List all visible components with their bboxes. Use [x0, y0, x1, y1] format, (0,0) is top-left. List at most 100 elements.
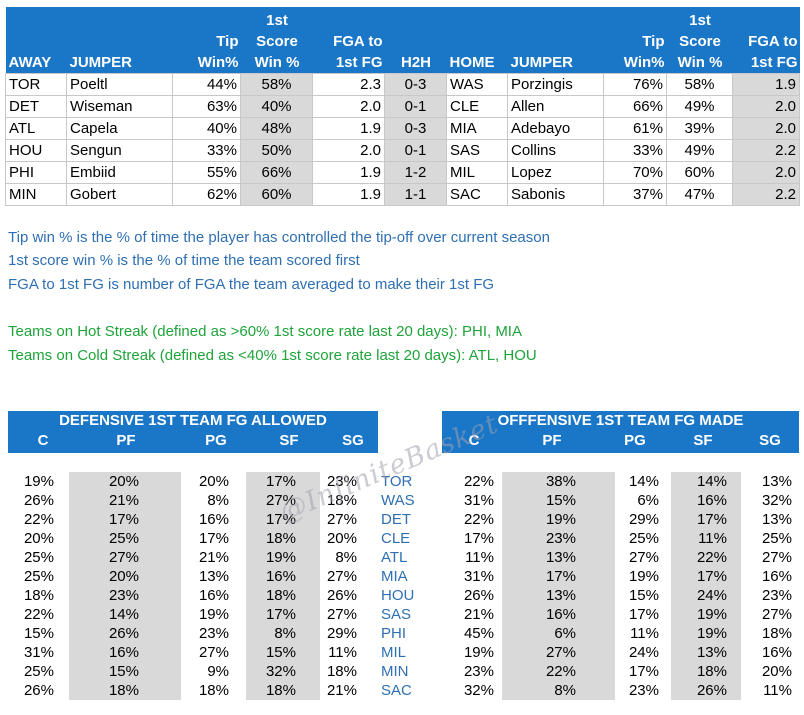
note-tip-win: Tip win % is the % of time the player ha… — [8, 229, 550, 246]
defense-cell-pg: 17% — [198, 530, 229, 547]
offense-cell-c: 31% — [463, 568, 494, 585]
defense-cell-sg: 29% — [326, 625, 357, 642]
offense-col-sf: SF — [693, 432, 713, 449]
defense-cell-pg: 16% — [198, 511, 229, 528]
offense-cell-sf: 26% — [696, 682, 727, 699]
defense-col-sg: SG — [342, 432, 364, 449]
offense-cell-sg: 13% — [761, 473, 792, 490]
matchup-row: MIN Gobert 62% 60% 1.9 1-1 SAC Sabonis 37% 47% 2.2 — [5, 183, 800, 206]
cell-home-fga: 2.0 — [732, 161, 800, 184]
cell-away-jumper: Wiseman — [66, 95, 173, 118]
offense-cell-pf: 38% — [545, 473, 576, 490]
cell-away-jumper: Capela — [66, 117, 173, 140]
defense-row: 25% 15% 9% 32% 18% — [0, 662, 380, 681]
matchup-row: ATL Capela 40% 48% 1.9 0-3 MIA Adebayo 61% 39% 2.0 — [5, 117, 800, 140]
defense-cell-pg: 27% — [198, 644, 229, 661]
offense-cell-sf: 17% — [696, 511, 727, 528]
defense-cell-sf: 15% — [265, 644, 296, 661]
cell-home-tip: 33% — [603, 139, 667, 162]
cell-h2h: 0-1 — [384, 139, 447, 162]
cell-away-score: 58% — [240, 73, 313, 96]
defense-cell-pf: 20% — [108, 568, 139, 585]
defense-cell-sg: 27% — [326, 606, 357, 623]
team-label: HOU — [381, 587, 415, 604]
defense-cell-sf: 8% — [274, 625, 296, 642]
cell-away-tip: 44% — [172, 73, 241, 96]
cell-home-tip: 66% — [603, 95, 667, 118]
offense-table: 22% 38% 14% 14% 13% 31% 15% 6% 16% 32% 22% 19% 29% 17… — [440, 472, 804, 700]
team-label: MIA — [381, 568, 408, 585]
offense-cell-c: 26% — [463, 587, 494, 604]
offense-cell-pg: 19% — [628, 568, 659, 585]
team-label: DET — [381, 511, 411, 528]
defense-cell-pf: 21% — [108, 492, 139, 509]
offense-cell-c: 22% — [463, 473, 494, 490]
defense-row: 26% 18% 18% 18% 21% — [0, 681, 380, 700]
defense-cell-sf: 17% — [265, 473, 296, 490]
defense-row: 25% 20% 13% 16% 27% — [0, 567, 380, 586]
cell-home-jumper: Lopez — [507, 161, 604, 184]
cell-away-tip: 62% — [172, 183, 241, 206]
defense-cell-c: 25% — [23, 568, 54, 585]
offense-row: 26% 13% 15% 24% 23% — [440, 586, 804, 605]
cell-away: MIN — [5, 183, 67, 206]
defense-pf-shade — [69, 472, 181, 700]
offense-cell-sg: 27% — [761, 606, 792, 623]
defense-cell-pf: 26% — [108, 625, 139, 642]
offense-cell-c: 31% — [463, 492, 494, 509]
offense-cell-pg: 29% — [628, 511, 659, 528]
cell-away-score: 40% — [240, 95, 313, 118]
offense-cell-c: 32% — [463, 682, 494, 699]
offense-cell-pg: 27% — [628, 549, 659, 566]
defense-row: 31% 16% 27% 15% 11% — [0, 643, 380, 662]
cell-home: SAS — [446, 139, 508, 162]
offense-col-pg: PG — [624, 432, 646, 449]
defense-cell-pf: 14% — [108, 606, 139, 623]
cell-home-tip: 61% — [603, 117, 667, 140]
offense-cell-sg: 16% — [761, 568, 792, 585]
offense-cell-pg: 24% — [628, 644, 659, 661]
offense-cell-c: 21% — [463, 606, 494, 623]
offense-sf-shade — [671, 472, 741, 700]
offense-cell-sg: 18% — [761, 625, 792, 642]
defense-cell-pg: 13% — [198, 568, 229, 585]
cell-away: HOU — [5, 139, 67, 162]
matchup-row: TOR Poeltl 44% 58% 2.3 0-3 WAS Porzingis 76% 58% 1… — [5, 73, 800, 96]
cell-home-score: 49% — [666, 139, 733, 162]
offense-cell-c: 22% — [463, 511, 494, 528]
offense-col-sg: SG — [759, 432, 781, 449]
defense-cell-c: 25% — [23, 549, 54, 566]
defense-cell-c: 22% — [23, 511, 54, 528]
defense-cell-sf: 32% — [265, 663, 296, 680]
note-score-win: 1st score win % is the % of time the tea… — [8, 252, 360, 269]
defense-cell-c: 20% — [23, 530, 54, 547]
offense-cell-pg: 23% — [628, 682, 659, 699]
cell-away-jumper: Sengun — [66, 139, 173, 162]
cell-home-fga: 2.2 — [732, 183, 800, 206]
cell-away-jumper: Poeltl — [66, 73, 173, 96]
defense-table: 19% 20% 20% 17% 23% 26% 21% 8% 27% 18% 22% 17% 16% 17… — [0, 472, 380, 700]
offense-row: 22% 38% 14% 14% 13% — [440, 472, 804, 491]
defense-cell-pf: 17% — [108, 511, 139, 528]
matchup-header-row: AWAY JUMPER Tip Win% 1st Score Win % FGA to… — [5, 7, 800, 74]
defense-cell-pg: 18% — [198, 682, 229, 699]
defense-col-pg: PG — [205, 432, 227, 449]
defense-cell-sg: 27% — [326, 511, 357, 528]
team-label: CLE — [381, 530, 411, 547]
offense-cell-sf: 13% — [696, 644, 727, 661]
defense-sf-shade — [246, 472, 320, 700]
cell-home-jumper: Collins — [507, 139, 604, 162]
defense-cell-pg: 23% — [198, 625, 229, 642]
cell-home: CLE — [446, 95, 508, 118]
defense-cell-sf: 18% — [265, 530, 296, 547]
offense-cell-sf: 24% — [696, 587, 727, 604]
cell-away-fga: 1.9 — [312, 117, 385, 140]
defense-cell-sg: 21% — [326, 682, 357, 699]
defense-row: 19% 20% 20% 17% 23% — [0, 472, 380, 491]
cell-h2h: 0-3 — [384, 117, 447, 140]
cell-home: SAC — [446, 183, 508, 206]
offense-cell-sf: 18% — [696, 663, 727, 680]
offense-cell-sg: 16% — [761, 644, 792, 661]
offense-cell-pf: 16% — [545, 606, 576, 623]
cell-away-fga: 2.0 — [312, 95, 385, 118]
